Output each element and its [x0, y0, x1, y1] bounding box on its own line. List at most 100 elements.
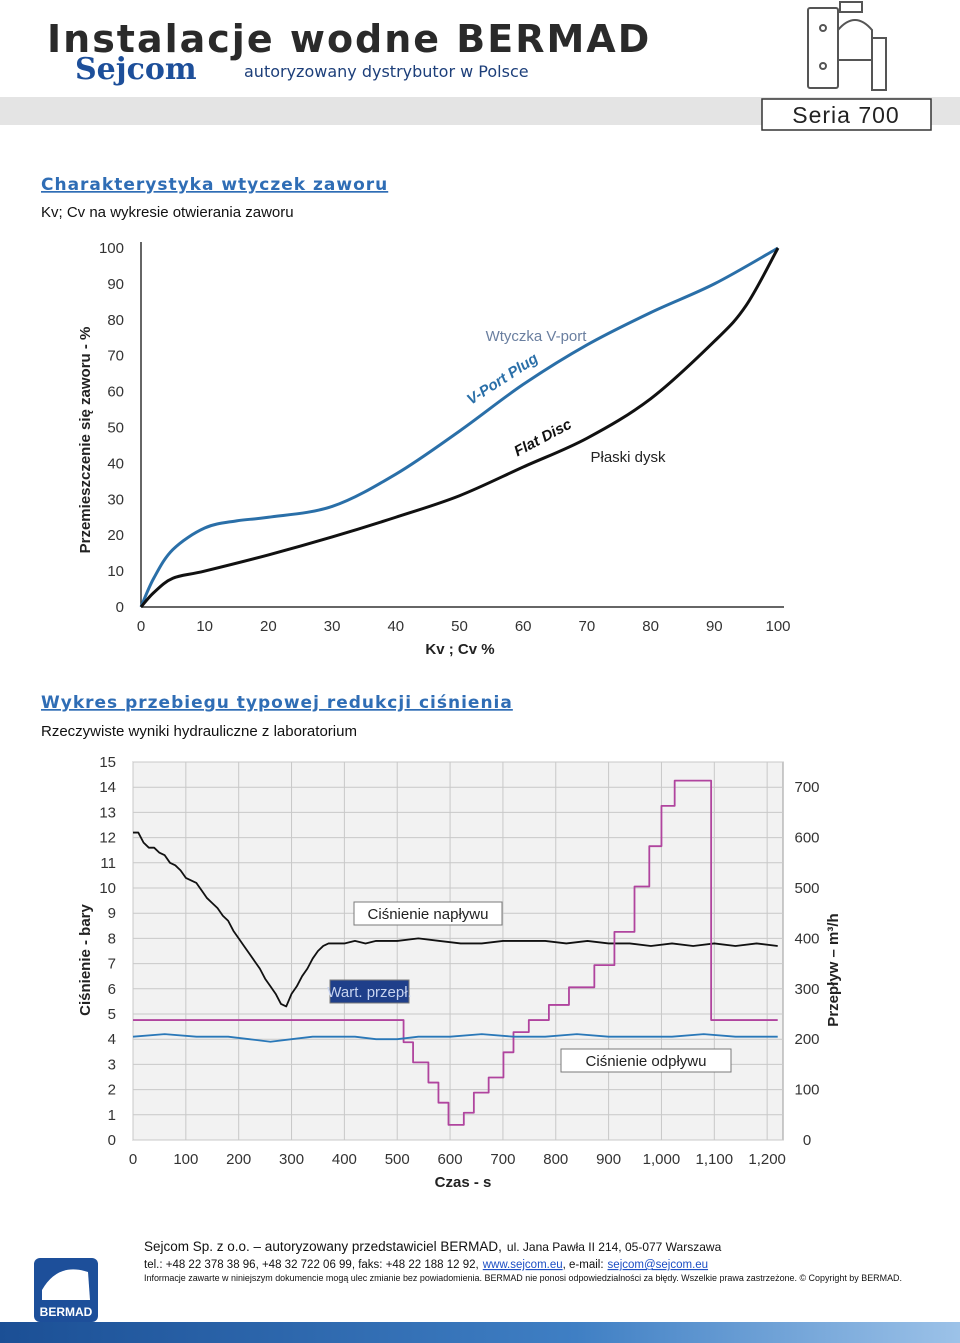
series-line: [139, 246, 779, 608]
x-tick-label: 80: [642, 618, 659, 635]
x-tick-label: 0: [129, 1151, 137, 1168]
x-tick-label: 50: [451, 618, 468, 635]
footer-contact: tel.: +48 22 378 38 96, +48 32 722 06 99…: [144, 1259, 479, 1271]
series-box: [761, 98, 932, 131]
chart-subtitle: Rzeczywiste wyniki hydrauliczne z labora…: [41, 723, 357, 740]
y-tick-label: 4: [108, 1031, 116, 1048]
x-tick-label: 40: [387, 618, 404, 635]
chart: Charakterystyka wtyczek zaworu Kv; Cv na …: [41, 175, 791, 658]
footer-company-line: Sejcom Sp. z o.o. – autoryzowany przedst…: [144, 1239, 722, 1254]
footer-disclaimer: Informacje zawarte w niniejszym dokumenc…: [144, 1273, 902, 1284]
y-tick-label: 6: [108, 981, 116, 998]
x-tick-label: 100: [765, 618, 790, 635]
y-tick-label: 90: [107, 276, 124, 293]
y-tick-label: 50: [107, 420, 124, 437]
x-tick-label: 70: [579, 618, 596, 635]
series-callout-label: Ciśnienie odpływu: [586, 1053, 707, 1070]
series-callout: [329, 979, 410, 1004]
footer-strip: [0, 1322, 960, 1343]
x-axis-title: Czas - s: [435, 1174, 492, 1191]
y-tick-label: 7: [108, 956, 116, 973]
series-label: Flat Disc: [511, 416, 575, 461]
x-tick-label: 500: [385, 1151, 410, 1168]
y-tick-label: 3: [108, 1056, 116, 1073]
series-callout-label: Wart. przepł.: [327, 984, 411, 1001]
y-tick-label: 10: [107, 563, 124, 580]
series-label: Seria 700: [792, 102, 899, 128]
y2-tick-label: 600: [794, 830, 819, 847]
x-tick-label: 30: [324, 618, 341, 635]
x-tick-label: 300: [279, 1151, 304, 1168]
x-axis-title: Kv ; Cv %: [425, 641, 494, 658]
x-tick-label: 900: [596, 1151, 621, 1168]
y2-tick-label: 300: [794, 981, 819, 998]
series-callout: [560, 1048, 732, 1073]
y-tick-label: 30: [107, 491, 124, 508]
y-tick-label: 9: [108, 905, 116, 922]
series-line: [132, 1033, 778, 1043]
y-axis-title: Przemieszczenie się zaworu - %: [77, 327, 94, 554]
y-axis-title: Ciśnienie - bary: [77, 903, 94, 1015]
chart-title: Wykres przebiegu typowej redukcji ciśnie…: [41, 693, 513, 713]
chart-title: Charakterystyka wtyczek zaworu: [41, 175, 388, 195]
y-tick-label: 11: [100, 855, 116, 872]
x-tick-label: 20: [260, 618, 277, 635]
series-line: [133, 831, 778, 1008]
y-tick-label: 8: [108, 930, 116, 947]
chart: Wykres przebiegu typowej redukcji ciśnie…: [41, 693, 842, 1191]
x-tick-label: 400: [332, 1151, 357, 1168]
y2-tick-label: 0: [803, 1132, 811, 1149]
footer-contact-line: tel.: +48 22 378 38 96, +48 32 722 06 99…: [144, 1259, 708, 1271]
x-tick-label: 10: [196, 618, 213, 635]
x-tick-label: 60: [515, 618, 532, 635]
y-tick-label: 0: [108, 1132, 116, 1149]
x-tick-label: 1,200: [748, 1151, 786, 1168]
email-link[interactable]: sejcom@sejcom.eu: [608, 1259, 709, 1271]
y2-tick-label: 500: [794, 880, 819, 897]
x-tick-label: 200: [226, 1151, 251, 1168]
x-tick-label: 90: [706, 618, 723, 635]
footer: BERMAD Sejcom Sp. z o.o. – autoryzowany …: [0, 1239, 960, 1343]
y-tick-label: 80: [107, 312, 124, 329]
charts: Charakterystyka wtyczek zaworu Kv; Cv na …: [41, 175, 842, 1191]
annotation: Wtyczka V-port: [486, 328, 588, 345]
y-tick-label: 40: [107, 455, 124, 472]
header-title: Instalacje wodne BERMAD: [47, 17, 651, 61]
y-tick-label: 13: [99, 804, 116, 821]
x-tick-label: 0: [137, 618, 145, 635]
website-link[interactable]: www.sejcom.eu: [482, 1259, 563, 1271]
plot-area: [132, 761, 784, 1141]
footer-email-label: , e-mail:: [563, 1259, 604, 1271]
y-tick-label: 100: [99, 240, 124, 257]
footer-company: Sejcom Sp. z o.o. – autoryzowany przedst…: [144, 1239, 502, 1254]
y-tick-label: 14: [99, 779, 116, 796]
y-tick-label: 5: [108, 1006, 116, 1023]
header: Instalacje wodne BERMAD Sejcom autoryzow…: [0, 1, 960, 131]
series-callout-label: Ciśnienie napływu: [368, 906, 489, 923]
y2-axis-title: Przepływ – m³/h: [825, 913, 842, 1026]
brand: Sejcom: [75, 52, 197, 87]
x-tick-label: 1,100: [696, 1151, 734, 1168]
footer-address: ul. Jana Pawła II 214, 05-077 Warszawa: [507, 1240, 722, 1254]
x-tick-label: 600: [438, 1151, 463, 1168]
x-tick-label: 700: [490, 1151, 515, 1168]
y2-tick-label: 700: [794, 779, 819, 796]
tagline: autoryzowany dystrybutor w Polsce: [244, 62, 529, 81]
series-callout: [353, 901, 503, 926]
y-tick-label: 2: [108, 1082, 116, 1099]
x-tick-label: 800: [543, 1151, 568, 1168]
logo-text: BERMAD: [40, 1305, 93, 1319]
y2-tick-label: 200: [794, 1031, 819, 1048]
series-line: [133, 779, 778, 1126]
x-tick-label: 1,000: [643, 1151, 681, 1168]
y-tick-label: 1: [108, 1107, 116, 1124]
y-tick-label: 15: [99, 754, 116, 771]
annotation: Płaski dysk: [590, 449, 666, 466]
y2-tick-label: 400: [794, 930, 819, 947]
y2-tick-label: 100: [794, 1082, 819, 1099]
y-tick-label: 12: [99, 830, 116, 847]
x-tick-label: 100: [173, 1151, 198, 1168]
y-tick-label: 60: [107, 384, 124, 401]
